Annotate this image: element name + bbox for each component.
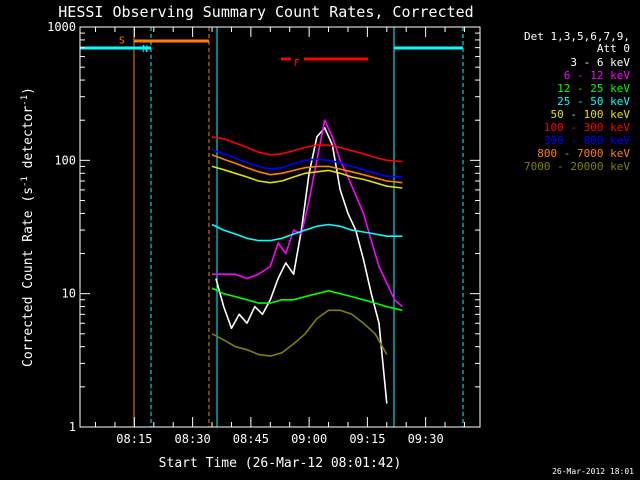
legend-entry: 50 - 100 keV — [551, 108, 631, 121]
y-tick-label: 100 — [54, 153, 76, 167]
legend-entry: 7000 - 20000 keV — [524, 160, 630, 173]
legend-entry: 100 - 300 keV — [544, 121, 630, 134]
series-line-2 — [211, 287, 403, 312]
legend-entry: 800 - 7000 keV — [537, 147, 630, 160]
series-line-8 — [211, 309, 388, 357]
series-line-1 — [212, 119, 403, 308]
legend-header-line-2: Att 0 — [597, 42, 630, 55]
series-line-5 — [211, 136, 403, 163]
y-tick-label: 1 — [69, 420, 76, 434]
flag-label-n: N — [142, 44, 148, 55]
chart-title: HESSI Observing Summary Count Rates, Cor… — [58, 3, 473, 21]
legend-entry: 6 - 12 keV — [564, 69, 631, 82]
series-line-7 — [211, 154, 403, 184]
plot-frame — [79, 26, 481, 428]
x-tick-label: 08:15 — [116, 432, 152, 446]
legend-header-line-1: Det 1,3,5,6,7,9, — [524, 30, 630, 43]
x-tick-label: 08:45 — [233, 432, 269, 446]
legend-entry: 300 - 800 keV — [544, 134, 630, 147]
x-tick-label: 09:15 — [349, 432, 385, 446]
legend-entry: 25 - 50 keV — [557, 95, 630, 108]
y-tick-label: 1000 — [47, 20, 76, 34]
x-tick-label: 08:30 — [175, 432, 211, 446]
flag-label-s: S — [119, 36, 125, 47]
series-line-6 — [211, 149, 403, 178]
timestamp: 26-Mar-2012 18:01 — [552, 467, 634, 476]
x-tick-label: 09:00 — [291, 432, 327, 446]
flag-label-f: F — [294, 58, 300, 69]
legend-entry: 12 - 25 keV — [557, 82, 630, 95]
x-tick-label: 09:30 — [408, 432, 444, 446]
y-tick-label: 10 — [62, 287, 76, 301]
y-axis-label: Corrected Count Rate (s-1 detector-1) — [20, 87, 36, 367]
series-line-0 — [215, 127, 388, 404]
series-line-4 — [211, 165, 403, 189]
series-line-3 — [211, 223, 403, 242]
x-axis-label: Start Time (26-Mar-12 08:01:42) — [159, 456, 402, 471]
legend-entry: 3 - 6 keV — [570, 56, 630, 69]
